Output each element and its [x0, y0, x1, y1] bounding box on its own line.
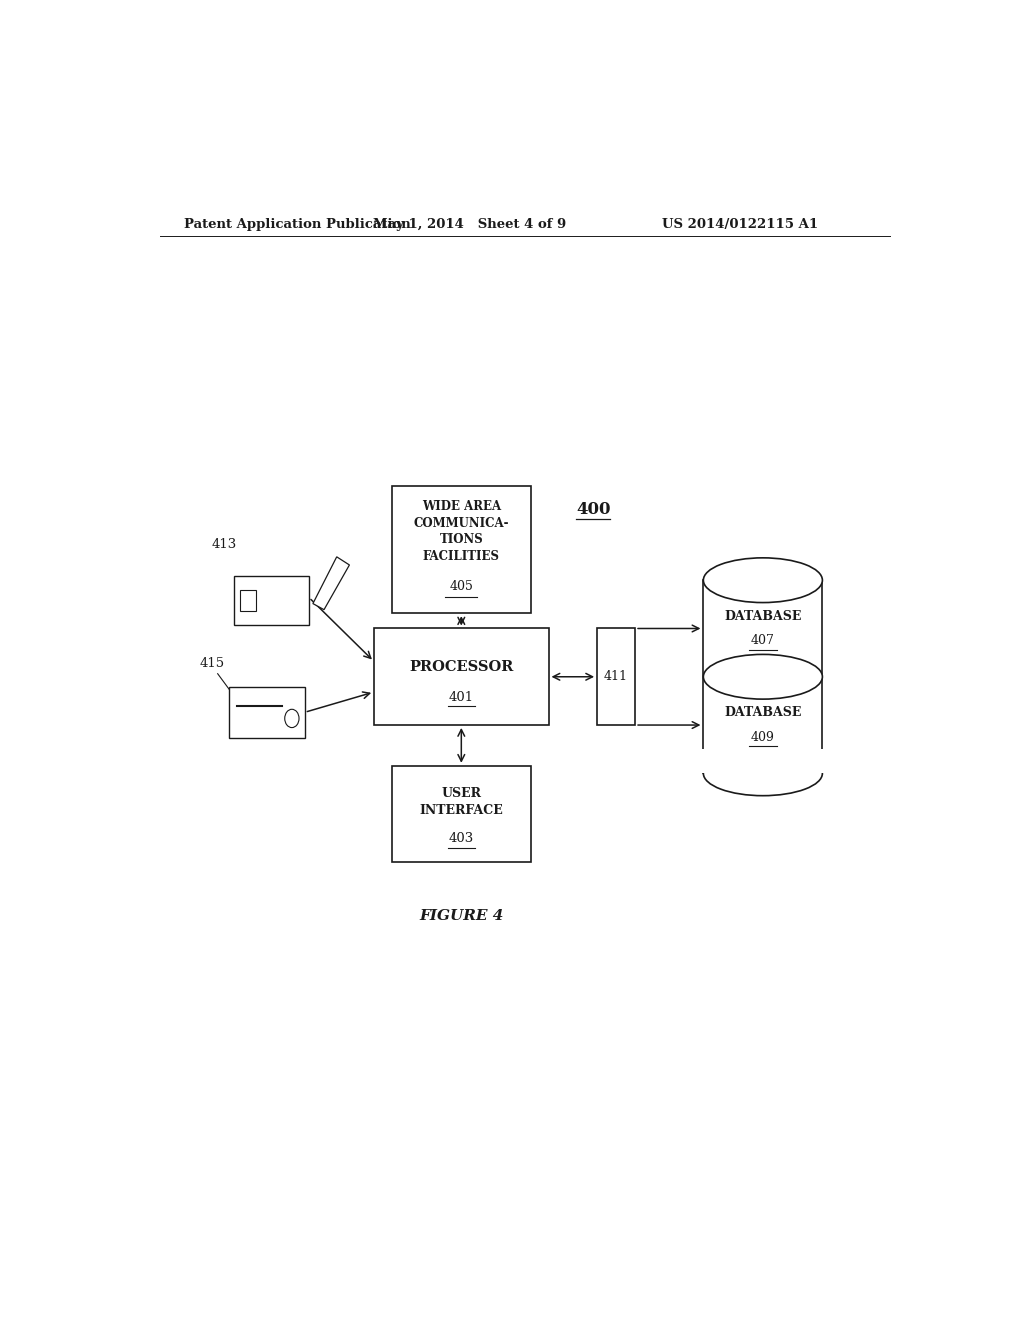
Text: 403: 403	[449, 832, 474, 845]
Text: DATABASE: DATABASE	[724, 706, 802, 719]
Text: 415: 415	[200, 657, 224, 671]
Text: 411: 411	[604, 671, 628, 684]
Circle shape	[285, 709, 299, 727]
Ellipse shape	[703, 655, 822, 700]
Bar	[703, 581, 822, 774]
Polygon shape	[313, 557, 349, 610]
Bar	[233, 576, 309, 624]
Bar	[392, 486, 530, 614]
Text: 407: 407	[751, 634, 775, 647]
Bar	[229, 686, 304, 738]
Text: FIGURE 4: FIGURE 4	[419, 908, 504, 923]
Text: 401: 401	[449, 690, 474, 704]
Text: PROCESSOR: PROCESSOR	[410, 660, 513, 673]
Text: 400: 400	[577, 500, 611, 517]
Ellipse shape	[703, 558, 822, 602]
Bar	[701, 748, 824, 774]
Bar	[392, 766, 530, 862]
Text: 413: 413	[211, 539, 237, 552]
Text: 409: 409	[751, 731, 775, 743]
Text: USER
INTERFACE: USER INTERFACE	[420, 787, 503, 817]
Ellipse shape	[703, 751, 822, 796]
Text: 405: 405	[450, 581, 473, 593]
Text: DATABASE: DATABASE	[724, 610, 802, 623]
Text: Patent Application Publication: Patent Application Publication	[183, 218, 411, 231]
Bar	[240, 590, 256, 611]
Text: US 2014/0122115 A1: US 2014/0122115 A1	[663, 218, 818, 231]
Bar	[597, 628, 635, 725]
Text: May 1, 2014   Sheet 4 of 9: May 1, 2014 Sheet 4 of 9	[373, 218, 566, 231]
Bar	[374, 628, 549, 725]
Text: WIDE AREA
COMMUNICA-
TIONS
FACILITIES: WIDE AREA COMMUNICA- TIONS FACILITIES	[414, 500, 509, 562]
